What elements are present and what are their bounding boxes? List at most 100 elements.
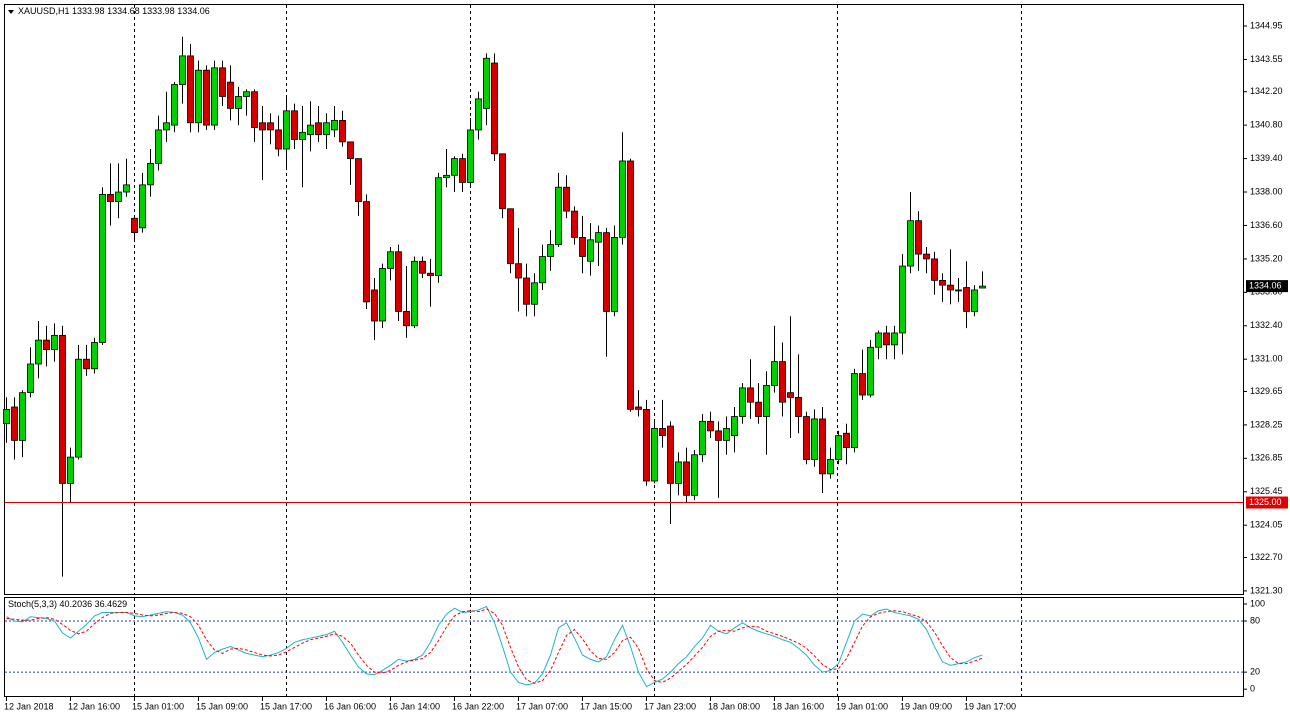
x-tick-label: 16 Jan 14:00 <box>388 701 440 711</box>
candle-body <box>915 220 922 255</box>
header-close: 1334.06 <box>177 6 210 16</box>
y-tick-label: 1324.05 <box>1250 520 1283 530</box>
candle-body <box>283 110 290 150</box>
x-tick-label: 16 Jan 22:00 <box>452 701 504 711</box>
candle-body <box>219 67 226 97</box>
price-label-box <box>1246 280 1288 293</box>
stoch-main-value: 40.2036 <box>60 599 93 609</box>
candle-body <box>59 334 66 484</box>
header-open: 1333.98 <box>72 6 105 16</box>
candle-body <box>435 177 442 277</box>
candle-body <box>67 456 74 484</box>
y-tick-label: 20 <box>1250 667 1260 677</box>
candle-body <box>859 373 866 396</box>
candle-body <box>651 428 658 482</box>
stoch-panel <box>4 597 1244 697</box>
candle-body <box>427 272 434 277</box>
stoch-signal-value: 36.4629 <box>95 599 128 609</box>
y-tick-label: 1332.40 <box>1250 320 1283 330</box>
x-tick-label: 19 Jan 01:00 <box>836 701 888 711</box>
candle-body <box>483 57 490 109</box>
candle-body <box>803 416 810 460</box>
candle-body <box>443 174 450 179</box>
candle-body <box>923 253 930 260</box>
candle-body <box>795 397 802 417</box>
candle-body <box>931 258 938 281</box>
candle-body <box>331 119 338 131</box>
y-tick-label: 1340.80 <box>1250 120 1283 130</box>
candle-body <box>43 339 50 351</box>
candle-body <box>579 236 586 257</box>
candle-body <box>827 459 834 475</box>
candle-body <box>771 361 778 386</box>
candle-body <box>491 62 498 155</box>
candle-body <box>747 387 754 403</box>
candle-body <box>547 244 554 257</box>
candle-body <box>739 387 746 417</box>
candle-body <box>259 122 266 131</box>
candle-body <box>203 69 210 126</box>
candle-body <box>867 346 874 396</box>
candle-body <box>659 428 666 437</box>
y-tick-label: 1342.20 <box>1250 86 1283 96</box>
candle-body <box>395 251 402 312</box>
candle-body <box>515 263 522 279</box>
candle-body <box>963 287 970 312</box>
candle-body <box>19 392 26 441</box>
candle-body <box>779 361 786 403</box>
candle-body <box>235 96 242 109</box>
candle-body <box>971 289 978 312</box>
candle-body <box>787 392 794 398</box>
candle-body <box>187 55 194 124</box>
x-tick-label: 15 Jan 01:00 <box>132 701 184 711</box>
stoch-header: Stoch(5,3,3) 40.2036 36.4629 <box>8 599 127 609</box>
y-tick-label: 1344.95 <box>1250 20 1283 30</box>
candle-body <box>819 418 826 475</box>
candle-body <box>299 131 306 140</box>
x-tick-label: 17 Jan 15:00 <box>580 701 632 711</box>
x-tick-label: 17 Jan 23:00 <box>644 701 696 711</box>
candle-body <box>603 232 610 312</box>
candle-body <box>75 358 82 458</box>
candle-body <box>755 401 762 417</box>
candle-body <box>587 239 594 262</box>
candle-body <box>451 158 458 176</box>
candle-body <box>371 289 378 322</box>
candle-body <box>939 279 946 286</box>
hline-label-box <box>1246 496 1288 509</box>
candle-body <box>179 55 186 85</box>
y-tick-label: 80 <box>1250 615 1260 625</box>
candle-body <box>691 454 698 496</box>
y-tick-label: 100 <box>1250 598 1265 608</box>
candle-body <box>555 186 562 245</box>
candle-body <box>683 461 690 496</box>
y-tick-label: 1325.45 <box>1250 486 1283 496</box>
candle-body <box>627 160 634 410</box>
x-tick-label: 19 Jan 17:00 <box>964 701 1016 711</box>
candle-body <box>899 265 906 334</box>
candle-body <box>115 191 122 202</box>
candle-body <box>675 461 682 484</box>
candle-body <box>347 141 354 159</box>
symbol: XAUUSD,H1 <box>18 6 70 16</box>
y-tick-label: 1338.00 <box>1250 186 1283 196</box>
candle-body <box>171 84 178 126</box>
candle-body <box>131 217 138 234</box>
candle-body <box>403 311 410 327</box>
candle-body <box>251 91 258 128</box>
candle-body <box>99 194 106 343</box>
x-tick-label: 17 Jan 07:00 <box>516 701 568 711</box>
candle-body <box>195 69 202 124</box>
price-label: 1334.06 <box>1249 280 1282 290</box>
candle-body <box>107 194 114 202</box>
x-tick-label: 18 Jan 16:00 <box>772 701 824 711</box>
x-tick-label: 15 Jan 17:00 <box>260 701 312 711</box>
candle-body <box>387 251 394 269</box>
candle-body <box>475 98 482 131</box>
candle-body <box>499 153 506 210</box>
candle-body <box>267 122 274 131</box>
candle-body <box>563 186 570 212</box>
price-panel <box>4 4 1244 595</box>
candle-body <box>571 210 578 238</box>
